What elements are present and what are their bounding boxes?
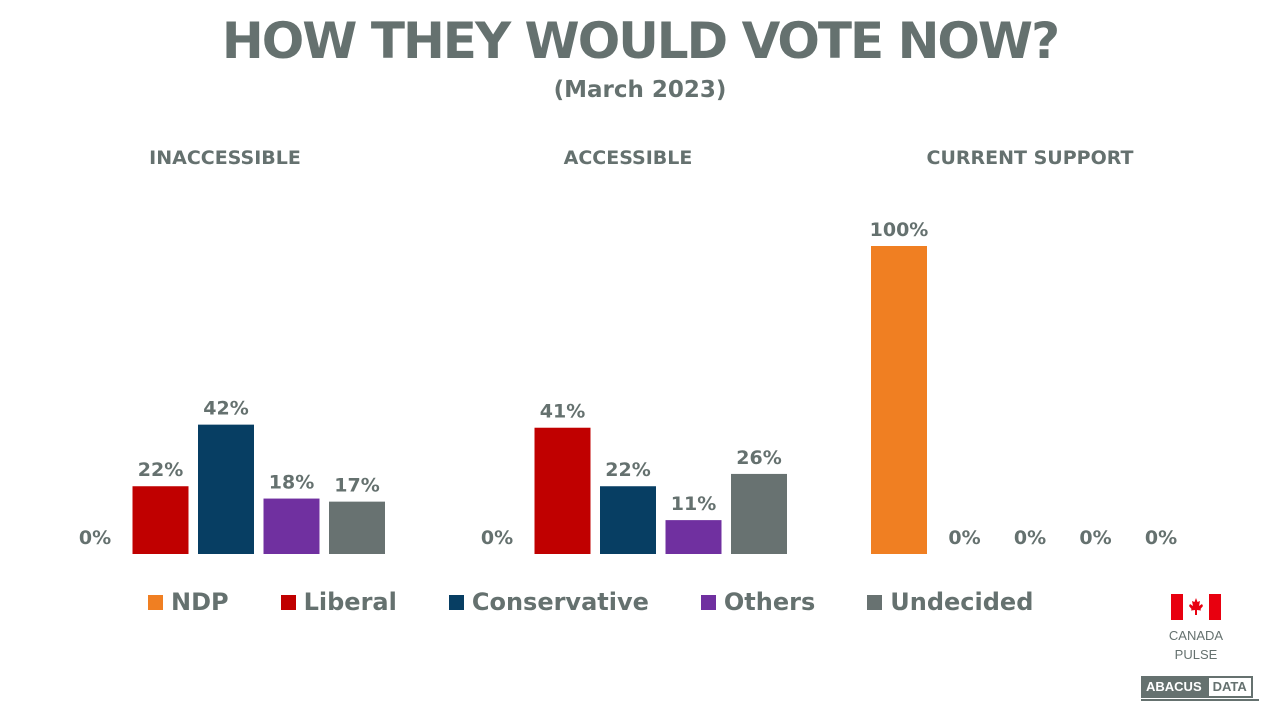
legend-label-others: Others [723, 588, 816, 616]
legend-item-undecided: Undecided [867, 588, 1033, 616]
bar-accessible-undecided [731, 473, 787, 554]
data-label-accessible-liberal: 41% [540, 401, 585, 423]
chart-title: HOW THEY WOULD VOTE NOW? [221, 12, 1060, 70]
legend-label-undecided: Undecided [890, 588, 1034, 616]
legend-swatch-others [700, 594, 716, 610]
legend-swatch-conservative [448, 594, 464, 610]
legend-swatch-liberal [280, 594, 296, 610]
legend: NDP Liberal Conservative Others Undecide… [148, 587, 1085, 617]
chart-subtitle: (March 2023) [553, 77, 727, 103]
legend-item-ndp: NDP [148, 588, 229, 616]
canada-pulse-logo: CANADA PULSE [1150, 626, 1242, 664]
bar-accessible-others [665, 520, 722, 554]
bar-inaccessible-others [263, 498, 320, 554]
canada-flag-icon [1171, 594, 1221, 620]
data-label-current-support-conservative: 0% [1014, 527, 1046, 549]
bar-inaccessible-liberal [132, 486, 189, 554]
data-label-current-support-ndp: 100% [870, 219, 929, 241]
legend-swatch-undecided [867, 594, 883, 610]
bar-chart: 0% 22% 42% 18% 17% 0% 41% 22% 11% 26% 100% 0% 0% 0% 0% [79, 219, 1177, 554]
bar-inaccessible-undecided [329, 501, 385, 554]
abacus-logo-left: ABACUS [1141, 676, 1207, 698]
abacus-data-logo: ABACUS DATA [1141, 676, 1253, 698]
data-label-accessible-others: 11% [671, 493, 716, 515]
data-label-inaccessible-conservative: 42% [203, 398, 248, 420]
legend-item-others: Others [700, 588, 816, 616]
data-label-current-support-others: 0% [1079, 527, 1111, 549]
abacus-logo-underline [1141, 699, 1259, 701]
legend-item-liberal: Liberal [280, 588, 397, 616]
data-label-current-support-liberal: 0% [948, 527, 980, 549]
legend-item-conservative: Conservative [448, 588, 649, 616]
legend-label-liberal: Liberal [303, 588, 397, 616]
data-label-inaccessible-ndp: 0% [79, 527, 111, 549]
data-label-accessible-conservative: 22% [605, 459, 650, 481]
data-label-accessible-ndp: 0% [481, 527, 513, 549]
legend-swatch-ndp [148, 594, 163, 610]
bar-current-support-ndp [871, 246, 927, 554]
data-label-current-support-undecided: 0% [1145, 527, 1177, 549]
pulse-line-2: PULSE [1174, 647, 1218, 662]
abacus-logo-right: DATA [1206, 676, 1253, 698]
legend-label-ndp: NDP [171, 588, 229, 616]
legend-label-conservative: Conservative [471, 588, 649, 616]
panel-title-current-support: CURRENT SUPPORT [926, 147, 1134, 169]
data-label-inaccessible-undecided: 17% [334, 475, 379, 497]
panel-title-accessible: ACCESSIBLE [563, 147, 693, 169]
bar-accessible-conservative [600, 486, 656, 554]
data-label-inaccessible-liberal: 22% [138, 459, 183, 481]
panel-title-inaccessible: INACCESSIBLE [149, 147, 301, 169]
data-label-inaccessible-others: 18% [269, 472, 314, 494]
bar-accessible-liberal [534, 427, 591, 554]
pulse-line-1: CANADA [1168, 628, 1224, 643]
data-label-accessible-undecided: 26% [736, 447, 781, 469]
bar-inaccessible-conservative [198, 424, 254, 554]
